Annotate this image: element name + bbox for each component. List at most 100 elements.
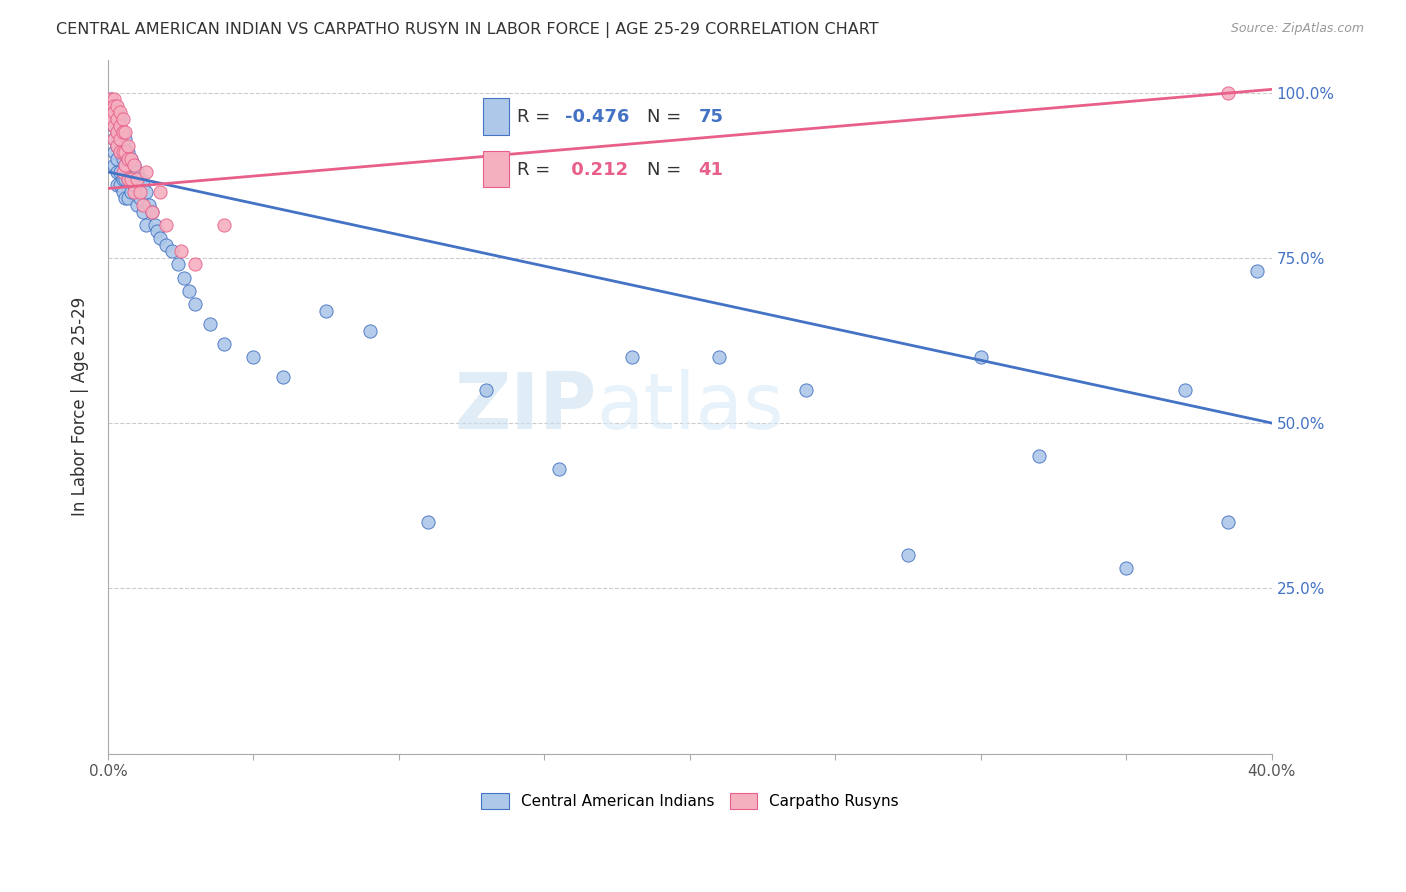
Text: ZIP: ZIP [454, 368, 596, 444]
Point [1028, 449, 1050, 463]
Point [105, 165, 128, 179]
Point [111, 152, 134, 166]
Point [135, 185, 157, 199]
Point [111, 125, 134, 139]
Point [122, 185, 145, 199]
Point [103, 158, 125, 172]
Point [129, 191, 152, 205]
Point [173, 270, 195, 285]
Point [129, 171, 152, 186]
Point [166, 257, 188, 271]
Point [416, 515, 439, 529]
Point [120, 171, 142, 186]
Point [149, 185, 172, 199]
Point [100, 112, 122, 126]
Point [105, 178, 128, 193]
Point [100, 92, 122, 106]
Point [117, 138, 139, 153]
Point [103, 132, 125, 146]
Point [359, 324, 381, 338]
Point [100, 92, 122, 106]
Point [117, 145, 139, 160]
Point [114, 191, 136, 205]
Point [108, 145, 131, 160]
Point [127, 171, 149, 186]
Point [105, 105, 128, 120]
Point [155, 218, 177, 232]
Point [105, 138, 128, 153]
Point [114, 171, 136, 186]
Point [103, 99, 125, 113]
Point [179, 284, 201, 298]
Point [132, 204, 155, 219]
Point [1218, 86, 1240, 100]
Y-axis label: In Labor Force | Age 25-29: In Labor Force | Age 25-29 [72, 297, 89, 516]
Point [141, 204, 163, 219]
Point [214, 336, 236, 351]
Point [117, 171, 139, 186]
Point [132, 198, 155, 212]
Point [271, 369, 294, 384]
Point [122, 178, 145, 193]
Point [170, 244, 193, 259]
Point [111, 138, 134, 153]
Point [132, 178, 155, 193]
Point [105, 99, 128, 113]
Point [111, 112, 134, 126]
Point [1246, 264, 1268, 278]
Point [117, 152, 139, 166]
Point [135, 165, 157, 179]
Point [105, 125, 128, 139]
Point [146, 224, 169, 238]
Point [129, 185, 152, 199]
Point [114, 125, 136, 139]
Point [120, 185, 142, 199]
Point [111, 185, 134, 199]
Point [103, 119, 125, 133]
Text: Source: ZipAtlas.com: Source: ZipAtlas.com [1230, 22, 1364, 36]
Point [114, 145, 136, 160]
Point [117, 171, 139, 186]
Point [114, 158, 136, 172]
Point [707, 350, 730, 364]
Point [100, 105, 122, 120]
Point [1174, 383, 1197, 397]
Point [108, 105, 131, 120]
Point [138, 198, 160, 212]
Point [122, 158, 145, 172]
Point [149, 231, 172, 245]
Point [108, 112, 131, 126]
Point [143, 218, 166, 232]
Point [103, 92, 125, 106]
Point [214, 218, 236, 232]
Point [242, 350, 264, 364]
Point [103, 145, 125, 160]
Point [117, 158, 139, 172]
Point [155, 237, 177, 252]
Point [105, 138, 128, 153]
Point [111, 145, 134, 160]
Point [475, 383, 498, 397]
Point [111, 125, 134, 139]
Point [127, 198, 149, 212]
Point [108, 145, 131, 160]
Point [117, 191, 139, 205]
Point [794, 383, 817, 397]
Point [897, 548, 920, 562]
Point [184, 297, 207, 311]
Point [108, 132, 131, 146]
Point [105, 125, 128, 139]
Point [135, 218, 157, 232]
Point [141, 204, 163, 219]
Point [103, 119, 125, 133]
Point [111, 171, 134, 186]
Legend: Central American Indians, Carpatho Rusyns: Central American Indians, Carpatho Rusyn… [475, 787, 905, 815]
Point [160, 244, 183, 259]
Point [103, 132, 125, 146]
Point [108, 165, 131, 179]
Point [111, 165, 134, 179]
Point [103, 105, 125, 120]
Point [108, 178, 131, 193]
Point [108, 119, 131, 133]
Point [198, 317, 221, 331]
